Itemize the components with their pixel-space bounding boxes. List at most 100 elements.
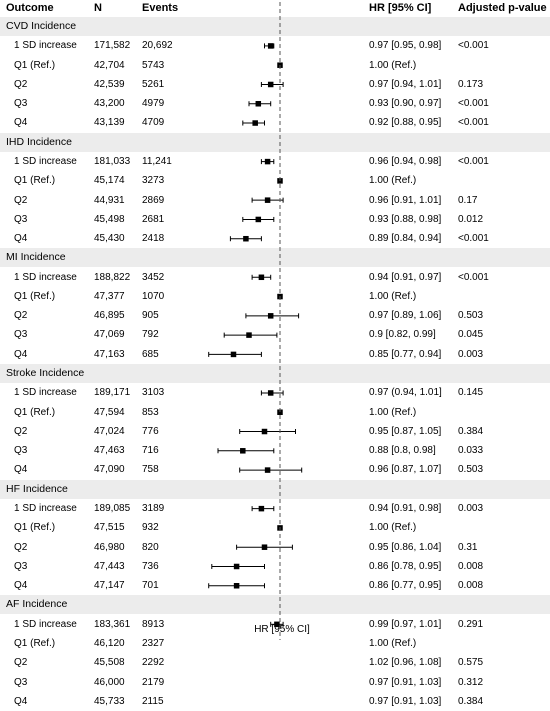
row-p-value: 0.003 bbox=[458, 348, 484, 360]
table-row: Q3 47,069 792 0.9 [0.82, 0.99] 0.045 bbox=[0, 325, 550, 344]
table-row: Q2 46,980 820 0.95 [0.86, 1.04] 0.31 bbox=[0, 538, 550, 557]
row-hr: 0.97 [0.95, 0.98] bbox=[369, 40, 442, 52]
hr-point bbox=[246, 332, 252, 338]
row-events: 2681 bbox=[142, 213, 165, 225]
row-events: 20,692 bbox=[142, 40, 173, 52]
column-header-events: Events bbox=[142, 2, 179, 14]
row-p-value: 0.17 bbox=[458, 194, 478, 206]
row-label: Q1 (Ref.) bbox=[14, 522, 56, 534]
hr-point bbox=[252, 120, 258, 126]
row-label: Q3 bbox=[14, 676, 28, 688]
row-hr: 0.96 [0.91, 1.01] bbox=[369, 194, 442, 206]
row-p-value: <0.001 bbox=[458, 40, 489, 52]
row-hr: 0.95 [0.86, 1.04] bbox=[369, 541, 442, 553]
row-n: 45,733 bbox=[94, 695, 125, 707]
row-n: 183,361 bbox=[94, 618, 131, 630]
row-events: 4709 bbox=[142, 117, 165, 129]
hr-point bbox=[274, 621, 280, 628]
row-n: 45,508 bbox=[94, 657, 125, 669]
section-title: HF Incidence bbox=[6, 482, 68, 495]
row-label: Q3 bbox=[14, 445, 28, 457]
row-n: 46,895 bbox=[94, 310, 125, 322]
row-events: 716 bbox=[142, 445, 159, 457]
row-label: Q3 bbox=[14, 213, 28, 225]
row-p-value: <0.001 bbox=[458, 233, 489, 245]
row-hr: 1.00 (Ref.) bbox=[369, 290, 417, 302]
row-hr: 0.93 [0.88, 0.98] bbox=[369, 213, 442, 225]
row-p-value: 0.012 bbox=[458, 213, 484, 225]
table-row: 1 SD increase 181,033 11,241 0.96 [0.94, 0.… bbox=[0, 152, 550, 171]
row-events: 3452 bbox=[142, 271, 165, 283]
table-row: 1 SD increase 183,361 8913 0.99 [0.97, 1.01… bbox=[0, 615, 550, 634]
row-label: Q4 bbox=[14, 117, 28, 129]
table-row: Q3 45,498 2681 0.93 [0.88, 0.98] 0.012 bbox=[0, 210, 550, 229]
row-events: 685 bbox=[142, 348, 159, 360]
row-n: 47,147 bbox=[94, 580, 125, 592]
x-axis-label: HR [95% CI] bbox=[254, 624, 310, 635]
row-events: 701 bbox=[142, 580, 159, 592]
row-label: Q2 bbox=[14, 657, 28, 669]
table-row: 1 SD increase 189,171 3103 0.97 (0.94, 1.01… bbox=[0, 383, 550, 402]
row-label: Q2 bbox=[14, 541, 28, 553]
row-label: Q2 bbox=[14, 425, 28, 437]
row-label: 1 SD increase bbox=[14, 155, 77, 167]
hr-point bbox=[264, 158, 271, 165]
table-row: Q3 47,443 736 0.86 [0.78, 0.95] 0.008 bbox=[0, 557, 550, 576]
row-events: 8913 bbox=[142, 618, 165, 630]
row-hr: 0.96 [0.87, 1.07] bbox=[369, 464, 442, 476]
row-label: Q4 bbox=[14, 348, 28, 360]
row-p-value: 0.503 bbox=[458, 464, 484, 476]
row-label: 1 SD increase bbox=[14, 387, 77, 399]
row-hr: 0.97 [0.89, 1.06] bbox=[369, 310, 442, 322]
row-hr: 0.88 [0.8, 0.98] bbox=[369, 445, 436, 457]
row-hr: 0.85 [0.77, 0.94] bbox=[369, 348, 442, 360]
table-row: Q2 44,931 2869 0.96 [0.91, 1.01] 0.17 bbox=[0, 191, 550, 210]
row-label: Q4 bbox=[14, 233, 28, 245]
row-hr: 1.00 (Ref.) bbox=[369, 406, 417, 418]
row-events: 2869 bbox=[142, 194, 165, 206]
forest-plot: 0.70.80.911.11.2 bbox=[208, 2, 303, 640]
row-label: 1 SD increase bbox=[14, 271, 77, 283]
row-events: 905 bbox=[142, 310, 159, 322]
section-header: Stroke Incidence bbox=[0, 364, 550, 384]
table-row: Q4 47,163 685 0.85 [0.77, 0.94] 0.003 bbox=[0, 345, 550, 364]
row-label: Q1 (Ref.) bbox=[14, 406, 56, 418]
hr-point bbox=[267, 43, 274, 49]
section-header: MI Incidence bbox=[0, 248, 550, 268]
row-events: 736 bbox=[142, 560, 159, 572]
row-p-value: 0.008 bbox=[458, 560, 484, 572]
row-label: 1 SD increase bbox=[14, 503, 77, 514]
row-hr: 0.86 [0.77, 0.95] bbox=[369, 580, 442, 592]
row-n: 188,822 bbox=[94, 271, 131, 283]
table-row: Q1 (Ref.) 42,704 5743 1.00 (Ref.) bbox=[0, 56, 550, 75]
hr-point bbox=[267, 313, 274, 319]
row-n: 45,430 bbox=[94, 233, 125, 245]
row-hr: 1.00 (Ref.) bbox=[369, 522, 417, 534]
row-label: Q2 bbox=[14, 194, 28, 206]
column-header-n: N bbox=[94, 2, 102, 14]
row-p-value: 0.575 bbox=[458, 657, 484, 669]
table-row: Q1 (Ref.) 47,515 932 1.00 (Ref.) bbox=[0, 518, 550, 537]
row-events: 5743 bbox=[142, 59, 165, 71]
row-n: 47,515 bbox=[94, 522, 125, 534]
row-label: Q3 bbox=[14, 98, 28, 110]
row-label: Q1 (Ref.) bbox=[14, 290, 56, 302]
hr-point bbox=[240, 448, 246, 454]
row-hr: 0.97 [0.91, 1.03] bbox=[369, 695, 442, 707]
column-header-hr: HR [95% CI] bbox=[369, 2, 432, 14]
hr-point bbox=[277, 409, 283, 415]
row-hr: 0.96 [0.94, 0.98] bbox=[369, 155, 442, 167]
row-events: 5261 bbox=[142, 78, 165, 90]
column-header-p-value: Adjusted p-value bbox=[458, 2, 547, 14]
row-events: 4979 bbox=[142, 98, 165, 110]
row-label: Q4 bbox=[14, 695, 28, 707]
row-p-value: 0.384 bbox=[458, 695, 484, 707]
row-n: 189,085 bbox=[94, 503, 131, 514]
row-p-value: 0.045 bbox=[458, 329, 484, 341]
row-hr: 0.97 [0.91, 1.03] bbox=[369, 676, 442, 688]
row-label: Q3 bbox=[14, 329, 28, 341]
section-title: MI Incidence bbox=[6, 251, 66, 264]
table-row: Q2 42,539 5261 0.97 [0.94, 1.01] 0.173 bbox=[0, 75, 550, 94]
row-label: Q3 bbox=[14, 560, 28, 572]
row-n: 47,090 bbox=[94, 464, 125, 476]
